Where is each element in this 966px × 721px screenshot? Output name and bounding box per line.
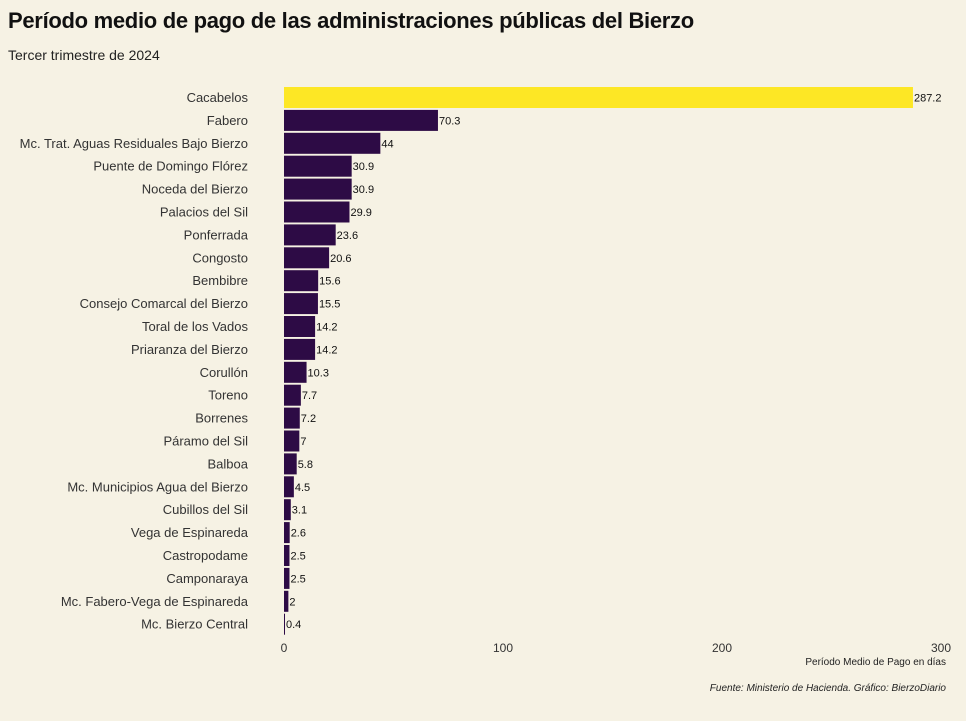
bar-noceda-del-bierzo <box>284 178 352 200</box>
value-label: 14.2 <box>316 322 337 334</box>
x-axis-ticks: 0 100 200 300 <box>281 641 952 655</box>
bar-mc-bierzo-central <box>284 613 285 635</box>
value-label: 7.7 <box>302 390 317 402</box>
category-label: Balboa <box>208 456 249 471</box>
category-label: Bembibre <box>192 273 248 288</box>
category-label: Mc. Bierzo Central <box>141 617 248 632</box>
x-tick-label: 200 <box>712 641 732 655</box>
bar-toreno <box>284 384 301 406</box>
category-label: Fabero <box>207 113 248 128</box>
bar-puente-de-domingo-florez <box>284 155 352 177</box>
category-label: Noceda del Bierzo <box>142 182 248 197</box>
bar-vega-de-espinareda <box>284 522 290 544</box>
x-tick-label: 0 <box>281 641 288 655</box>
value-label: 5.8 <box>298 459 313 471</box>
category-label: Priaranza del Bierzo <box>131 342 248 357</box>
bar-priaranza-del-bierzo <box>284 338 316 360</box>
bar-congosto <box>284 247 330 269</box>
bar-borrenes <box>284 407 300 429</box>
value-label: 29.9 <box>350 207 371 219</box>
value-label: 70.3 <box>439 115 460 127</box>
value-label: 44 <box>381 138 393 150</box>
value-label: 2.5 <box>290 551 305 563</box>
category-label: Mc. Trat. Aguas Residuales Bajo Bierzo <box>20 136 248 151</box>
x-tick-label: 100 <box>493 641 513 655</box>
bar-ponferrada <box>284 224 336 246</box>
category-label: Ponferrada <box>184 227 249 242</box>
value-label: 15.5 <box>319 299 340 311</box>
value-label: 3.1 <box>292 505 307 517</box>
bar-palacios-del-sil <box>284 201 350 223</box>
category-label: Congosto <box>192 250 248 265</box>
value-label: 30.9 <box>353 184 374 196</box>
bar-bembibre <box>284 270 319 292</box>
category-label: Corullón <box>200 365 248 380</box>
category-label: Consejo Comarcal del Bierzo <box>80 296 248 311</box>
value-label: 10.3 <box>308 367 329 379</box>
chart-title: Período medio de pago de las administrac… <box>8 8 694 33</box>
value-label: 20.6 <box>330 253 351 265</box>
value-label: 30.9 <box>353 161 374 173</box>
category-label: Vega de Espinareda <box>131 525 249 540</box>
x-axis-label: Período Medio de Pago en días <box>805 657 946 668</box>
bar-cubillos-del-sil <box>284 499 291 521</box>
bar-mc-fabero-vega-de-espinareda <box>284 590 289 612</box>
bar-cacabelos <box>284 87 913 108</box>
value-label: 2.6 <box>291 528 306 540</box>
bar-mc-trat-aguas-residuales-bajo-bierzo <box>284 132 381 154</box>
chart-subtitle: Tercer trimestre de 2024 <box>8 47 160 63</box>
value-label: 287.2 <box>914 93 942 105</box>
value-label: 7 <box>300 436 306 448</box>
bar-consejo-comarcal-del-bierzo <box>284 293 318 315</box>
category-label: Mc. Fabero-Vega de Espinareda <box>61 594 249 609</box>
category-label: Mc. Municipios Agua del Bierzo <box>67 479 248 494</box>
category-label: Cubillos del Sil <box>163 502 248 517</box>
bar-camponaraya <box>284 567 290 589</box>
bar-fabero <box>284 109 438 131</box>
x-tick-label: 300 <box>931 641 951 655</box>
category-label: Borrenes <box>195 411 248 426</box>
bars <box>284 87 913 635</box>
bar-toral-de-los-vados <box>284 316 316 337</box>
source-caption: Fuente: Ministerio de Hacienda. Gráfico:… <box>709 683 946 694</box>
category-labels: Cacabelos Fabero Mc. Trat. Aguas Residuale… <box>20 90 249 632</box>
category-label: Toreno <box>208 388 248 403</box>
value-label: 2 <box>289 596 295 608</box>
category-label: Camponaraya <box>166 571 248 586</box>
value-label: 4.5 <box>295 482 310 494</box>
category-label: Palacios del Sil <box>160 205 248 220</box>
value-label: 0.4 <box>286 619 301 631</box>
category-label: Páramo del Sil <box>163 434 248 449</box>
value-label: 2.5 <box>290 573 305 585</box>
category-label: Cacabelos <box>187 90 249 105</box>
bar-mc-municipios-agua-del-bierzo <box>284 476 294 498</box>
bar-corullon <box>284 361 307 383</box>
category-label: Puente de Domingo Flórez <box>93 159 248 174</box>
value-label: 15.6 <box>319 276 340 288</box>
bar-castropodame <box>284 545 290 566</box>
value-label: 7.2 <box>301 413 316 425</box>
bar-balboa <box>284 453 297 475</box>
bar-paramo-del-sil <box>284 430 300 452</box>
value-label: 23.6 <box>337 230 358 242</box>
value-label: 14.2 <box>316 344 337 356</box>
category-label: Toral de los Vados <box>142 319 248 334</box>
value-labels: 287.2 70.3 44 30.9 30.9 29.9 23.6 20.6 15.6 15.5 1… <box>286 93 941 632</box>
category-label: Castropodame <box>163 548 248 563</box>
